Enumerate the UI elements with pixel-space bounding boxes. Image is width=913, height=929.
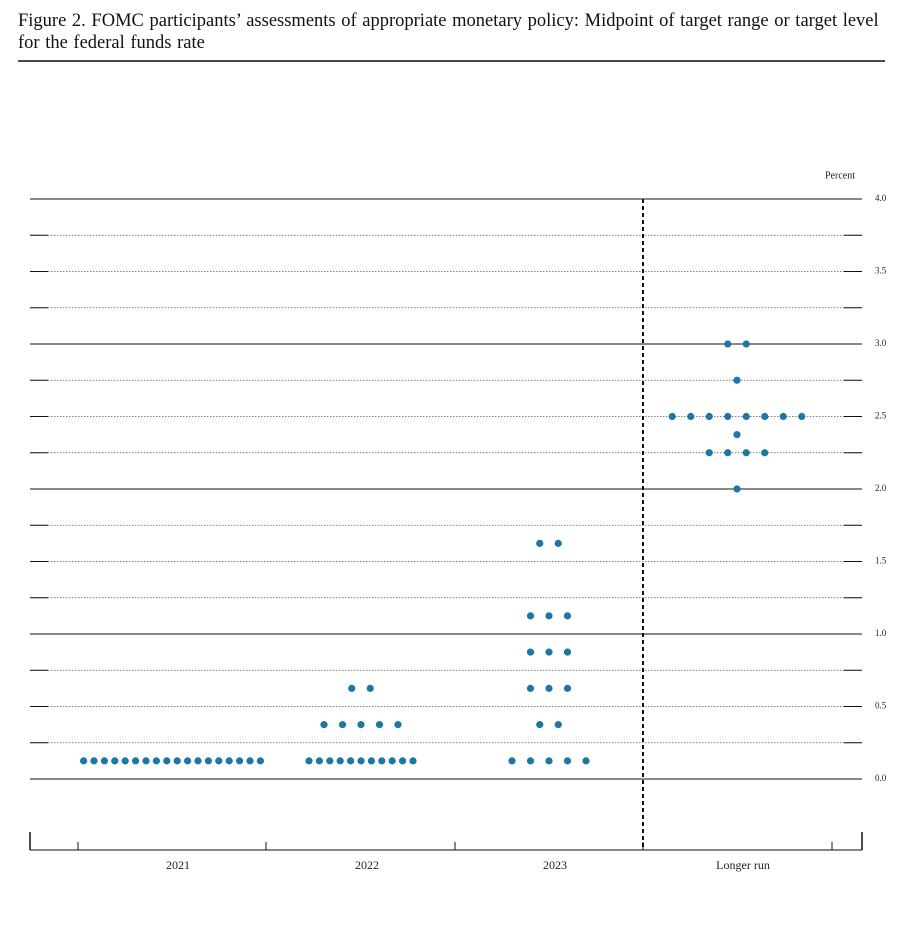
dot <box>142 757 150 765</box>
dot <box>173 757 181 765</box>
dot <box>375 721 384 729</box>
dot <box>724 412 732 421</box>
dot <box>347 757 355 765</box>
dot <box>687 412 695 421</box>
dot <box>526 612 535 620</box>
dot <box>733 376 741 384</box>
y-tick-label: 2.0 <box>875 483 887 493</box>
dot <box>742 412 750 421</box>
dot <box>163 757 171 765</box>
dot <box>742 449 750 457</box>
dot <box>545 648 553 656</box>
dot <box>90 757 98 765</box>
dot <box>545 684 553 692</box>
dot <box>338 721 347 729</box>
dot <box>121 757 129 765</box>
x-tick-label: 2023 <box>543 858 567 872</box>
dot <box>184 757 192 765</box>
dot <box>563 612 572 620</box>
dot <box>536 539 544 547</box>
y-tick-label: 1.0 <box>875 628 887 638</box>
dot <box>326 757 334 765</box>
dot <box>100 757 108 765</box>
dot <box>582 757 590 765</box>
dot <box>336 757 344 765</box>
dot <box>348 684 356 692</box>
dot <box>724 449 732 457</box>
dot <box>204 757 212 765</box>
dot <box>357 757 365 765</box>
y-tick-label: 0.0 <box>875 773 887 783</box>
dot <box>409 757 417 765</box>
dot <box>378 757 386 765</box>
dot <box>742 340 750 348</box>
dot <box>798 412 806 421</box>
x-tick-label: 2021 <box>166 858 190 872</box>
y-tick-label: 3.0 <box>875 338 887 348</box>
dot <box>508 757 516 765</box>
dot <box>733 485 741 493</box>
dot <box>399 757 407 765</box>
dot <box>394 721 402 729</box>
dot <box>215 757 223 765</box>
y-tick-label: 1.5 <box>875 556 887 566</box>
dot <box>305 757 313 765</box>
dot <box>761 449 769 457</box>
dot <box>545 612 553 620</box>
dot <box>366 684 374 692</box>
y-tick-label: 3.5 <box>875 266 887 276</box>
dot <box>724 340 732 348</box>
dot <box>526 648 535 656</box>
dot <box>733 431 741 439</box>
dot <box>554 721 562 729</box>
dot <box>536 721 544 729</box>
dot <box>80 757 88 765</box>
dot <box>246 757 254 765</box>
dot <box>526 757 535 765</box>
dot <box>526 684 535 692</box>
y-tick-label: 4.0 <box>875 193 887 203</box>
dot <box>779 412 787 421</box>
y-tick-label: 0.5 <box>875 701 887 711</box>
chart-title: Figure 2. FOMC participants’ assessments… <box>18 11 879 53</box>
dot <box>545 757 553 765</box>
dot <box>315 757 323 765</box>
y-axis-label: Percent <box>825 170 855 181</box>
x-tick-label: Longer run <box>716 858 770 872</box>
dot <box>563 684 572 692</box>
dot <box>705 449 713 457</box>
dot <box>111 757 119 765</box>
dot <box>256 757 264 765</box>
dot <box>152 757 160 765</box>
dot <box>554 539 562 547</box>
dot <box>761 412 769 421</box>
dot <box>563 757 572 765</box>
dot <box>225 757 233 765</box>
dot <box>320 721 328 729</box>
dot <box>563 648 572 656</box>
dot <box>132 757 140 765</box>
dot <box>194 757 202 765</box>
dot <box>705 412 713 421</box>
dot <box>367 757 375 765</box>
dot <box>388 757 396 765</box>
dot <box>357 721 365 729</box>
dot <box>668 412 676 421</box>
dot <box>236 757 244 765</box>
y-tick-label: 2.5 <box>875 411 887 421</box>
x-tick-label: 2022 <box>355 858 379 872</box>
